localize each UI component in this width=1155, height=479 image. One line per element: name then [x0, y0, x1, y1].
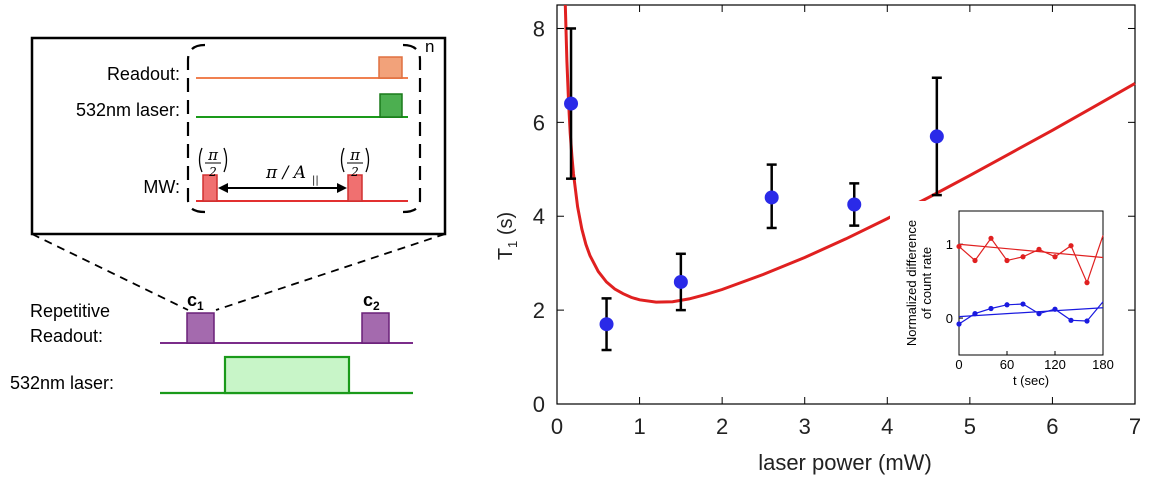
main-points-layer — [564, 27, 944, 352]
pi-half-label-1: π 2 — [198, 146, 228, 179]
repetitive-label-line2: Readout: — [30, 326, 103, 346]
inset-series-line — [958, 301, 1104, 325]
inset-x-tick-label: 180 — [1092, 357, 1114, 372]
inset-data-point — [1052, 254, 1058, 260]
inset-data-point — [1036, 311, 1042, 317]
inset-y-tick-label: 1 — [946, 237, 953, 252]
inset-x-tick-label: 0 — [955, 357, 962, 372]
inset-data-point — [956, 243, 962, 250]
main-x-tick-label: 4 — [881, 414, 893, 439]
pulse-sequence-schematic: n Readout: 532nm laser: MW: π 2 π 2 — [10, 36, 447, 395]
main-y-tick-label: 0 — [533, 392, 545, 417]
inset-x-tick-label: 60 — [1000, 357, 1014, 372]
inset-data-point — [1036, 246, 1042, 252]
data-point — [929, 129, 944, 144]
inset-fit-line — [958, 307, 1104, 318]
inset-plot-frame — [958, 210, 1104, 356]
main-laser-label: 532nm laser: — [10, 373, 114, 393]
main-x-tick-label: 6 — [1046, 414, 1058, 439]
main-laser-pulse — [223, 355, 351, 395]
inset-laser-pulse — [379, 93, 403, 118]
pi-half-label-2: π 2 — [340, 146, 370, 179]
readout-c1-pulse — [186, 312, 215, 344]
pi-half-den-1: 2 — [208, 165, 217, 179]
inset-chart: 0 60 120 180 0 1 t (sec) Normalized differenc… — [890, 201, 1122, 391]
delay-label: π / A — [265, 163, 306, 183]
inset-tick-layer: 0 60 120 180 0 1 — [946, 237, 1114, 372]
main-x-tick-label: 3 — [799, 414, 811, 439]
data-point — [599, 317, 614, 332]
inset-data-point — [988, 305, 994, 312]
main-y-tick-label: 6 — [533, 110, 545, 135]
data-point — [764, 190, 779, 205]
pi-half-num-2: π — [349, 146, 361, 164]
c2-label: c2 — [363, 290, 380, 313]
pi-half-den-2: 2 — [350, 165, 359, 179]
inset-y-tick-label: 0 — [946, 311, 953, 326]
main-fit-layer — [563, 4, 1136, 304]
pi-half-num-1: π — [207, 146, 219, 164]
readout-c2-pulse — [361, 312, 390, 344]
main-plot-frame — [556, 4, 1136, 405]
main-x-axis-label: laser power (mW) — [758, 450, 932, 475]
c1-label: c1 — [187, 290, 204, 313]
inset-data-point — [956, 321, 962, 327]
inset-data-point — [1020, 301, 1026, 307]
inset-x-axis-label: t (sec) — [1013, 373, 1049, 388]
inset-x-tick-label: 120 — [1044, 357, 1066, 372]
fit-curve — [563, 4, 1136, 304]
main-y-axis-label: T1 (s) — [495, 212, 520, 260]
data-point — [564, 96, 579, 111]
inset-mw-label: MW: — [143, 177, 180, 197]
repeat-count-label: n — [425, 37, 434, 56]
inset-readout-label: Readout: — [107, 64, 180, 84]
main-x-tick-label: 7 — [1129, 414, 1141, 439]
inset-readout-pulse — [378, 56, 403, 79]
inset-y-axis-label-line1: Normalized difference — [904, 220, 919, 346]
inset-data-point — [972, 311, 978, 317]
inset-data-point — [972, 257, 978, 264]
repeat-bracket-left — [186, 43, 206, 214]
main-y-tick-label: 8 — [533, 16, 545, 41]
main-chart: 0 1 2 3 4 5 6 7 0 2 4 6 8 laser power (mW) T1 (s) — [495, 4, 1141, 475]
main-x-tick-label: 2 — [716, 414, 728, 439]
inset-data-point — [1004, 302, 1010, 308]
inset-plot-background — [890, 201, 1122, 391]
main-tick-layer: 0 1 2 3 4 5 6 7 0 2 4 6 8 — [533, 5, 1141, 439]
zoom-line-right — [215, 233, 446, 311]
inset-data-point — [1052, 306, 1058, 312]
inset-data-point — [1068, 317, 1074, 323]
mw-pulse-2 — [347, 174, 363, 202]
data-point — [847, 197, 862, 212]
inset-series-layer — [956, 235, 1104, 327]
inset-data-point — [1004, 257, 1010, 264]
data-point — [673, 274, 688, 289]
inset-data-point — [988, 235, 994, 241]
delay-label-sub: || — [312, 175, 319, 186]
main-y-tick-label: 4 — [533, 204, 545, 229]
inset-data-point — [1068, 243, 1074, 249]
inset-laser-label: 532nm laser: — [76, 100, 180, 120]
inset-y-axis-label-line2: of count rate — [919, 247, 934, 319]
inset-data-point — [1084, 280, 1090, 286]
main-x-tick-label: 1 — [633, 414, 645, 439]
delay-arrowhead-left — [218, 183, 228, 193]
main-y-tick-label: 2 — [533, 298, 545, 323]
inset-fit-line — [958, 243, 1104, 259]
inset-data-point — [1084, 318, 1090, 324]
main-x-tick-label: 5 — [964, 414, 976, 439]
zoom-line-left — [31, 233, 189, 311]
mw-pulse-1 — [202, 174, 218, 202]
repetitive-label-line1: Repetitive — [30, 301, 110, 321]
main-x-tick-label: 0 — [551, 414, 563, 439]
delay-arrowhead-right — [337, 183, 347, 193]
inset-series-line — [958, 235, 1104, 285]
inset-data-point — [1020, 254, 1026, 260]
repeat-bracket-right — [402, 43, 422, 214]
